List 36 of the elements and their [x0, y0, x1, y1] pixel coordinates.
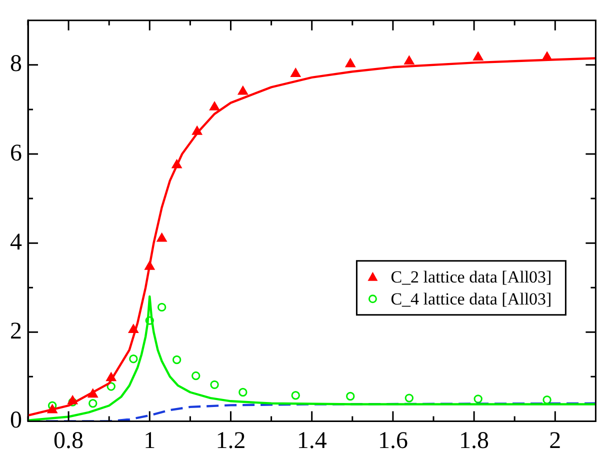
point	[345, 58, 356, 68]
point	[473, 52, 484, 61]
point	[157, 302, 166, 312]
x-tick-label: 1	[144, 428, 156, 454]
point	[210, 380, 219, 390]
point	[192, 371, 200, 380]
legend-label: C_4 lattice data [All03]	[390, 289, 552, 308]
point	[238, 388, 248, 397]
x-tick-label: 0.8	[54, 428, 84, 454]
point	[238, 86, 248, 95]
point	[290, 68, 301, 77]
point	[172, 355, 182, 364]
point	[106, 382, 116, 391]
point	[474, 394, 482, 404]
point	[145, 316, 154, 325]
point	[210, 102, 220, 110]
x-tick-label: 1.8	[459, 428, 490, 454]
point	[291, 391, 300, 400]
legend-label: C_2 lattice data [All03]	[390, 267, 552, 286]
point	[542, 395, 552, 404]
x-tick-label: 1.4	[296, 428, 327, 454]
y-tick-label: 2	[10, 318, 22, 344]
y-tick-label: 8	[10, 51, 22, 78]
y-tick-label: 0	[10, 407, 22, 434]
x-tick-label: 1.2	[216, 428, 246, 454]
point	[129, 354, 138, 364]
x-tick-label: 2	[549, 428, 562, 454]
point	[404, 394, 414, 402]
point	[346, 392, 355, 401]
point	[88, 399, 98, 408]
point	[48, 401, 57, 410]
point	[404, 56, 414, 65]
y-tick-label: 6	[10, 140, 22, 166]
x-tick-label: 1.6	[378, 428, 408, 454]
point	[156, 233, 167, 242]
y-tick-label: 4	[10, 229, 22, 256]
